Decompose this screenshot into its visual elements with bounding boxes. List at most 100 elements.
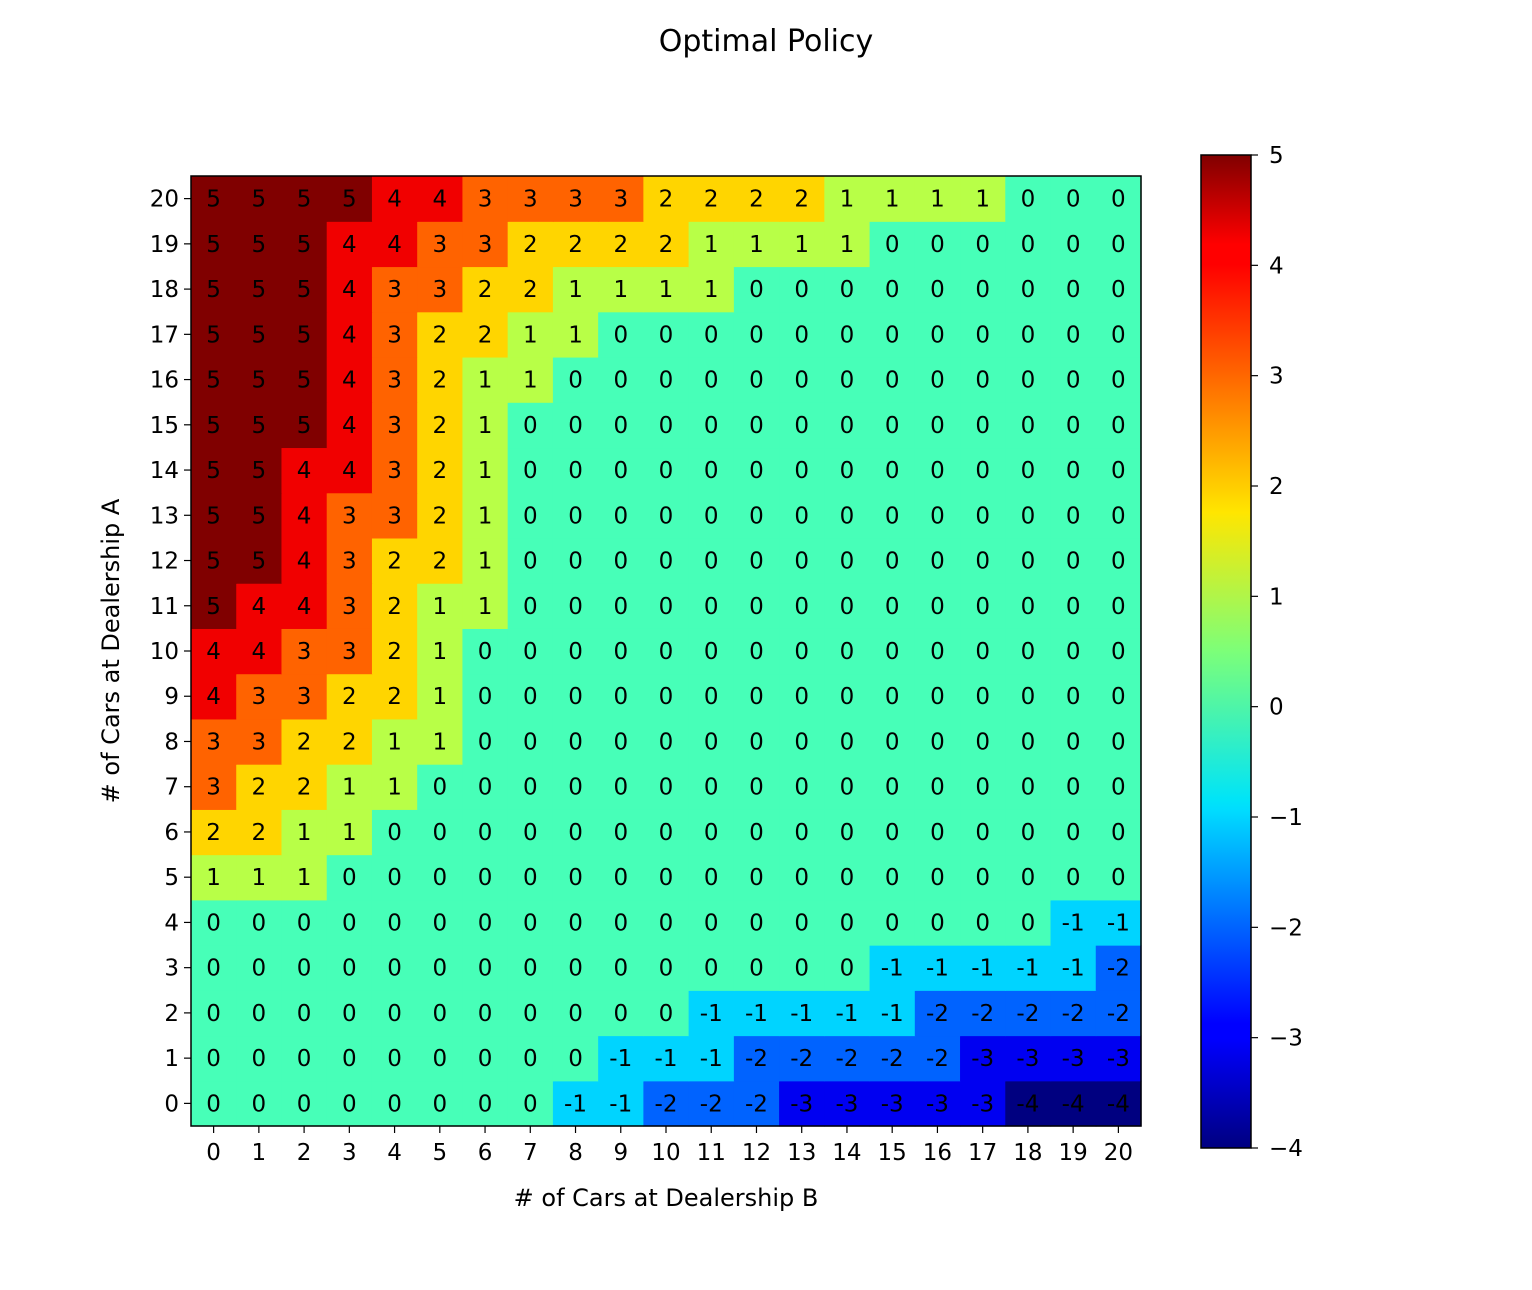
heatmap-cell	[1050, 854, 1097, 901]
cell-value-label: -2	[835, 1046, 858, 1072]
cell-value-label: 0	[1066, 277, 1081, 303]
cell-value-label: 0	[659, 458, 674, 484]
cell-value-label: 0	[659, 775, 674, 801]
cell-value-label: 0	[885, 232, 900, 258]
y-tick-label: 11	[150, 594, 179, 620]
heatmap-cell	[371, 221, 418, 268]
cell-value-label: -1	[1062, 956, 1085, 982]
cell-value-label: -2	[881, 1046, 904, 1072]
heatmap-cell	[914, 673, 961, 720]
heatmap-cell	[191, 583, 237, 629]
heatmap-cell	[914, 854, 961, 901]
heatmap-cell	[643, 266, 690, 313]
cell-value-label: 0	[1021, 277, 1036, 303]
heatmap-cell	[733, 899, 780, 946]
cell-value-label: 0	[975, 865, 990, 891]
heatmap-cell	[869, 945, 916, 991]
heatmap-cell	[1050, 221, 1097, 268]
heatmap-cell	[688, 764, 735, 810]
colorbar-tick-label: 3	[1269, 364, 1284, 390]
cell-value-label: 2	[613, 232, 628, 258]
heatmap-cell	[598, 311, 644, 358]
cell-value-label: -1	[971, 956, 994, 982]
heatmap-cell	[236, 718, 283, 765]
heatmap-cell	[507, 945, 554, 991]
heatmap-cell	[733, 990, 780, 1037]
heatmap-cell	[507, 718, 554, 765]
cell-value-label: 2	[387, 549, 402, 575]
cell-value-label: 4	[342, 368, 357, 394]
heatmap-cell	[1050, 673, 1097, 720]
heatmap-cell	[643, 176, 690, 222]
cell-value-label: 2	[252, 775, 267, 801]
heatmap-cell	[191, 447, 237, 494]
x-tick-label: 8	[568, 1140, 583, 1166]
cell-value-label: 0	[840, 956, 855, 982]
cell-value-label: 5	[252, 232, 267, 258]
cell-value-label: 0	[704, 639, 719, 665]
cell-value-label: 0	[885, 368, 900, 394]
heatmap-cell	[191, 311, 237, 358]
heatmap-cell	[643, 945, 690, 991]
heatmap-cell	[191, 809, 237, 856]
cell-value-label: 0	[1111, 775, 1126, 801]
heatmap-cell	[779, 266, 825, 313]
cell-value-label: 0	[749, 820, 764, 846]
cell-value-label: 0	[1111, 549, 1126, 575]
cell-value-label: 0	[930, 413, 945, 439]
cell-value-label: 1	[478, 594, 493, 620]
cell-value-label: 0	[613, 1001, 628, 1027]
cell-value-label: 0	[252, 956, 267, 982]
cell-value-label: 0	[478, 1091, 493, 1117]
heatmap-cell	[688, 221, 735, 268]
cell-value-label: 0	[975, 639, 990, 665]
x-tick-label: 20	[1104, 1140, 1133, 1166]
cell-value-label: 0	[523, 413, 538, 439]
cell-value-label: 1	[478, 503, 493, 529]
heatmap-cell	[643, 447, 690, 494]
heatmap-cell	[371, 1080, 418, 1127]
heatmap-cell	[371, 809, 418, 856]
cell-value-label: 0	[432, 1046, 447, 1072]
heatmap-cell	[552, 583, 599, 629]
heatmap-cell	[236, 945, 283, 991]
heatmap-cell	[326, 537, 373, 584]
heatmap-cell	[462, 402, 509, 449]
heatmap-cell	[688, 628, 735, 675]
cell-value-label: 2	[659, 187, 674, 213]
cell-value-label: 0	[794, 910, 809, 936]
heatmap-cell	[869, 673, 916, 720]
heatmap-cell	[1005, 492, 1052, 539]
cell-value-label: 1	[840, 232, 855, 258]
cell-value-label: 0	[840, 865, 855, 891]
cell-value-label: 0	[478, 865, 493, 891]
cell-value-label: 3	[387, 322, 402, 348]
cell-value-label: 0	[749, 956, 764, 982]
heatmap-cell	[733, 311, 780, 358]
cell-value-label: 0	[523, 684, 538, 710]
colorbar-tick-label: −1	[1269, 805, 1303, 831]
cell-value-label: 0	[478, 956, 493, 982]
cell-value-label: 0	[432, 865, 447, 891]
cell-value-label: 0	[975, 232, 990, 258]
heatmap-cell	[462, 1035, 509, 1082]
y-tick-label: 18	[150, 277, 179, 303]
cell-value-label: 0	[930, 368, 945, 394]
cell-value-label: 1	[523, 322, 538, 348]
cell-value-label: 1	[975, 187, 990, 213]
x-tick-label: 3	[342, 1140, 357, 1166]
heatmap-cell	[779, 945, 825, 991]
heatmap-cell	[507, 492, 554, 539]
cell-value-label: 0	[659, 729, 674, 755]
cell-value-label: 2	[432, 322, 447, 348]
heatmap-cell	[371, 402, 418, 449]
cell-value-label: -1	[700, 1046, 723, 1072]
heatmap-cell	[1005, 628, 1052, 675]
cell-value-label: 0	[613, 594, 628, 620]
heatmap-cell	[869, 356, 916, 403]
heatmap-cell	[643, 854, 690, 901]
cell-value-label: 0	[1111, 187, 1126, 213]
heatmap-cell	[598, 899, 644, 946]
heatmap-cell	[236, 809, 283, 856]
cell-value-label: 0	[704, 729, 719, 755]
